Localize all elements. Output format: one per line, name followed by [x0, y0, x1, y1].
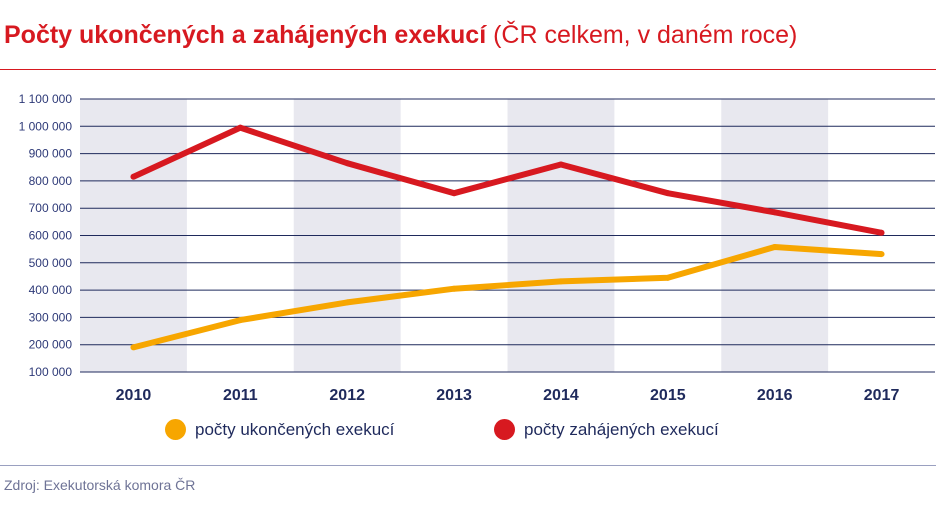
- title-subtitle: (ČR celkem, v daném roce): [493, 21, 798, 49]
- x-tick-label-2012: 2012: [329, 387, 365, 404]
- x-tick-label-2016: 2016: [757, 387, 793, 404]
- data-point-zahajene-2011: [237, 124, 244, 131]
- line-chart: 100 000 200 000 300 000 400 000 500 000 600 0…: [19, 92, 935, 404]
- x-tick-label-2015: 2015: [650, 387, 686, 404]
- legend-dot-zahajene-icon: [494, 419, 515, 440]
- series-line-zahajene: [132, 124, 883, 236]
- data-point-ukoncene-2014: [557, 278, 564, 285]
- y-tick-label-500000: 500 000: [29, 256, 73, 270]
- y-tick-label-400000: 400 000: [29, 283, 73, 297]
- data-point-zahajene-2012: [344, 160, 351, 167]
- chart-title: Počty ukončených a zahájených exekucí (Č…: [4, 21, 797, 50]
- chart-legend: počty ukončených exekucí počty zahájenýc…: [0, 419, 936, 445]
- y-tick-label-1000000: 1 000 000: [19, 119, 73, 133]
- source-note: Zdroj: Exekutorská komora ČR: [4, 477, 196, 493]
- legend-item-ukoncene: počty ukončených exekucí: [165, 419, 394, 440]
- data-point-zahajene-2015: [664, 190, 671, 197]
- legend-label-zahajene: počty zahájených exekucí: [524, 419, 719, 439]
- data-point-ukoncene-2011: [237, 317, 244, 324]
- legend-label-ukoncene: počty ukončených exekucí: [195, 419, 395, 439]
- data-point-zahajene-2014: [557, 161, 564, 168]
- data-point-ukoncene-2010: [130, 344, 137, 351]
- y-tick-label-1100000: 1 100 000: [19, 92, 73, 106]
- y-tick-label-200000: 200 000: [29, 338, 73, 352]
- title-divider: [0, 69, 936, 70]
- x-tick-label-2011: 2011: [223, 387, 258, 404]
- title-main: Počty ukončených a zahájených exekucí: [4, 21, 487, 49]
- data-point-ukoncene-2012: [344, 299, 351, 306]
- data-point-zahajene-2013: [451, 190, 458, 197]
- y-tick-label-700000: 700 000: [29, 201, 73, 215]
- data-point-ukoncene-2016: [771, 243, 778, 250]
- data-point-zahajene-2010: [130, 173, 137, 180]
- y-tick-label-600000: 600 000: [29, 229, 73, 243]
- y-tick-label-300000: 300 000: [29, 310, 73, 324]
- legend-dot-ukoncene-icon: [165, 419, 186, 440]
- y-tick-label-900000: 900 000: [29, 147, 73, 161]
- data-point-zahajene-2016: [771, 209, 778, 216]
- x-tick-label-2014: 2014: [543, 387, 579, 404]
- footer-divider: [0, 465, 936, 466]
- data-point-ukoncene-2017: [878, 251, 885, 258]
- x-tick-label-2013: 2013: [436, 387, 472, 404]
- y-tick-label-100000: 100 000: [29, 365, 73, 379]
- legend-item-zahajene: počty zahájených exekucí: [494, 419, 719, 440]
- data-point-ukoncene-2015: [664, 274, 671, 281]
- y-tick-label-800000: 800 000: [29, 174, 73, 188]
- series-line-ukoncene: [132, 244, 882, 351]
- data-point-zahajene-2017: [878, 229, 885, 236]
- x-tick-label-2010: 2010: [116, 387, 152, 404]
- x-tick-label-2017: 2017: [864, 387, 900, 404]
- data-point-ukoncene-2013: [451, 285, 458, 292]
